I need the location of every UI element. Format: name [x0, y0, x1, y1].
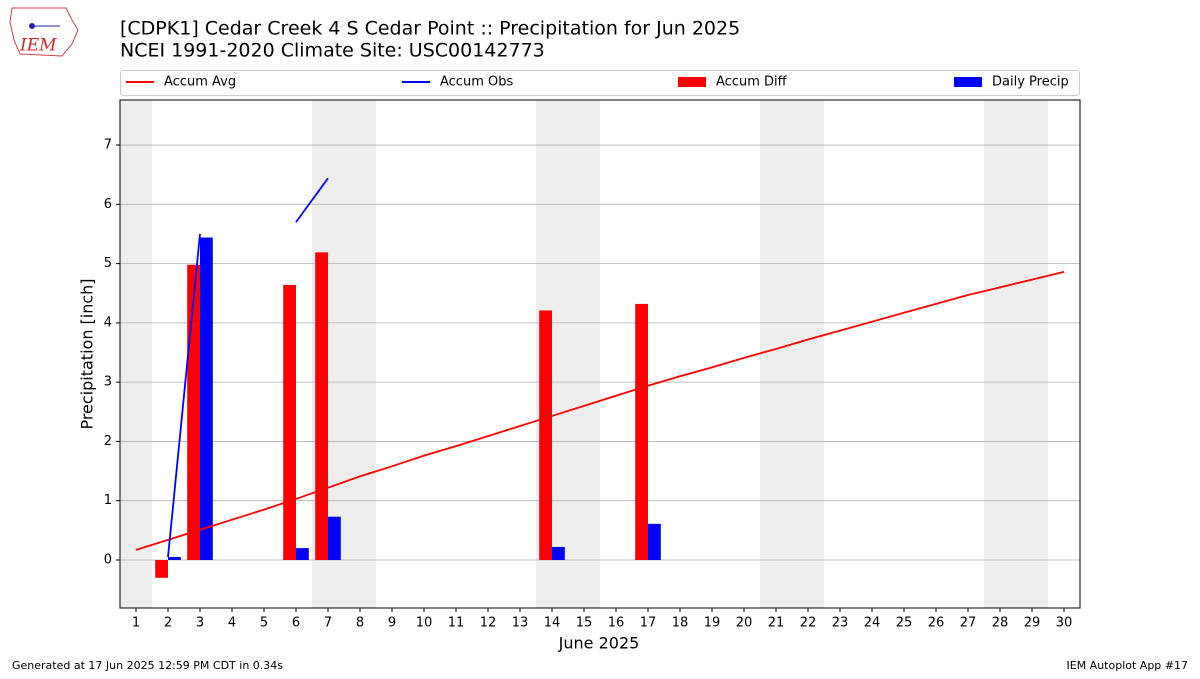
weekend-shade [568, 100, 600, 608]
bar [283, 284, 296, 560]
x-tick-label: 12 [480, 616, 497, 631]
bar [200, 237, 213, 560]
x-tick-label: 27 [960, 616, 977, 631]
x-tick-label: 18 [672, 616, 689, 631]
x-tick-label: 24 [864, 616, 881, 631]
bar [155, 559, 168, 578]
y-tick-label: 3 [104, 375, 112, 390]
y-tick-label: 4 [104, 315, 112, 330]
y-tick-label: 7 [104, 138, 112, 153]
x-tick-label: 19 [704, 616, 721, 631]
x-tick-label: 25 [896, 616, 913, 631]
x-tick-label: 30 [1056, 616, 1073, 631]
legend-label: Accum Obs [440, 75, 513, 90]
bar [187, 264, 200, 560]
x-tick-label: 26 [928, 616, 945, 631]
footer-right: IEM Autoplot App #17 [1067, 659, 1189, 672]
logo-outline [9, 7, 79, 57]
y-axis-label: Precipitation [inch] [78, 278, 97, 429]
x-tick-label: 9 [388, 616, 396, 631]
x-tick-label: 8 [356, 616, 364, 631]
x-tick-label: 20 [736, 616, 753, 631]
logo: IEM [9, 7, 79, 57]
x-tick-label: 29 [1024, 616, 1041, 631]
x-tick-label: 14 [544, 616, 561, 631]
y-tick-label: 5 [104, 256, 112, 271]
logo-text: IEM [19, 36, 57, 56]
line [167, 177, 329, 558]
x-tick-label: 13 [512, 616, 529, 631]
x-tick-label: 4 [228, 616, 236, 631]
bar [296, 548, 309, 560]
line [135, 271, 1065, 551]
bar [328, 516, 341, 560]
footer-left: Generated at 17 Jun 2025 12:59 PM CDT in… [12, 659, 283, 672]
x-tick-label: 6 [292, 616, 300, 631]
y-tick-label: 1 [104, 493, 112, 508]
x-tick-label: 17 [640, 616, 657, 631]
chart-subtitle: NCEI 1991-2020 Climate Site: USC00142773 [120, 40, 545, 62]
x-tick-label: 15 [576, 616, 593, 631]
bar [552, 546, 565, 560]
x-tick-label: 5 [260, 616, 268, 631]
x-tick-label: 16 [608, 616, 625, 631]
bar [648, 523, 661, 560]
bar [539, 310, 552, 560]
legend [120, 70, 1080, 96]
bar [168, 557, 181, 560]
x-tick-label: 2 [164, 616, 172, 631]
legend-swatch [678, 77, 706, 87]
y-tick-label: 0 [104, 552, 112, 567]
weekend-shade [984, 100, 1016, 608]
y-tick-label: 6 [104, 197, 112, 212]
legend-label: Daily Precip [992, 75, 1069, 90]
plot-frame [119, 99, 1081, 609]
weekend-shade [344, 100, 376, 608]
legend-swatch [954, 77, 982, 87]
x-axis-label: June 2025 [558, 634, 640, 653]
legend-label: Accum Avg [164, 75, 236, 90]
x-tick-label: 10 [416, 616, 433, 631]
x-tick-label: 23 [832, 616, 849, 631]
weekend-shade [120, 100, 152, 608]
weekend-shade [1016, 100, 1048, 608]
bar [315, 252, 328, 560]
x-tick-label: 7 [324, 616, 332, 631]
x-tick-label: 1 [132, 616, 140, 631]
chart-title: [CDPK1] Cedar Creek 4 S Cedar Point :: P… [120, 18, 740, 40]
x-tick-label: 22 [800, 616, 817, 631]
weekend-shade [760, 100, 792, 608]
bar [635, 303, 648, 560]
x-tick-label: 28 [992, 616, 1009, 631]
legend-label: Accum Diff [716, 75, 788, 90]
x-tick-label: 3 [196, 616, 204, 631]
x-tick-label: 11 [448, 616, 465, 631]
weekend-shade [792, 100, 824, 608]
y-tick-label: 2 [104, 434, 112, 449]
x-tick-label: 21 [768, 616, 785, 631]
